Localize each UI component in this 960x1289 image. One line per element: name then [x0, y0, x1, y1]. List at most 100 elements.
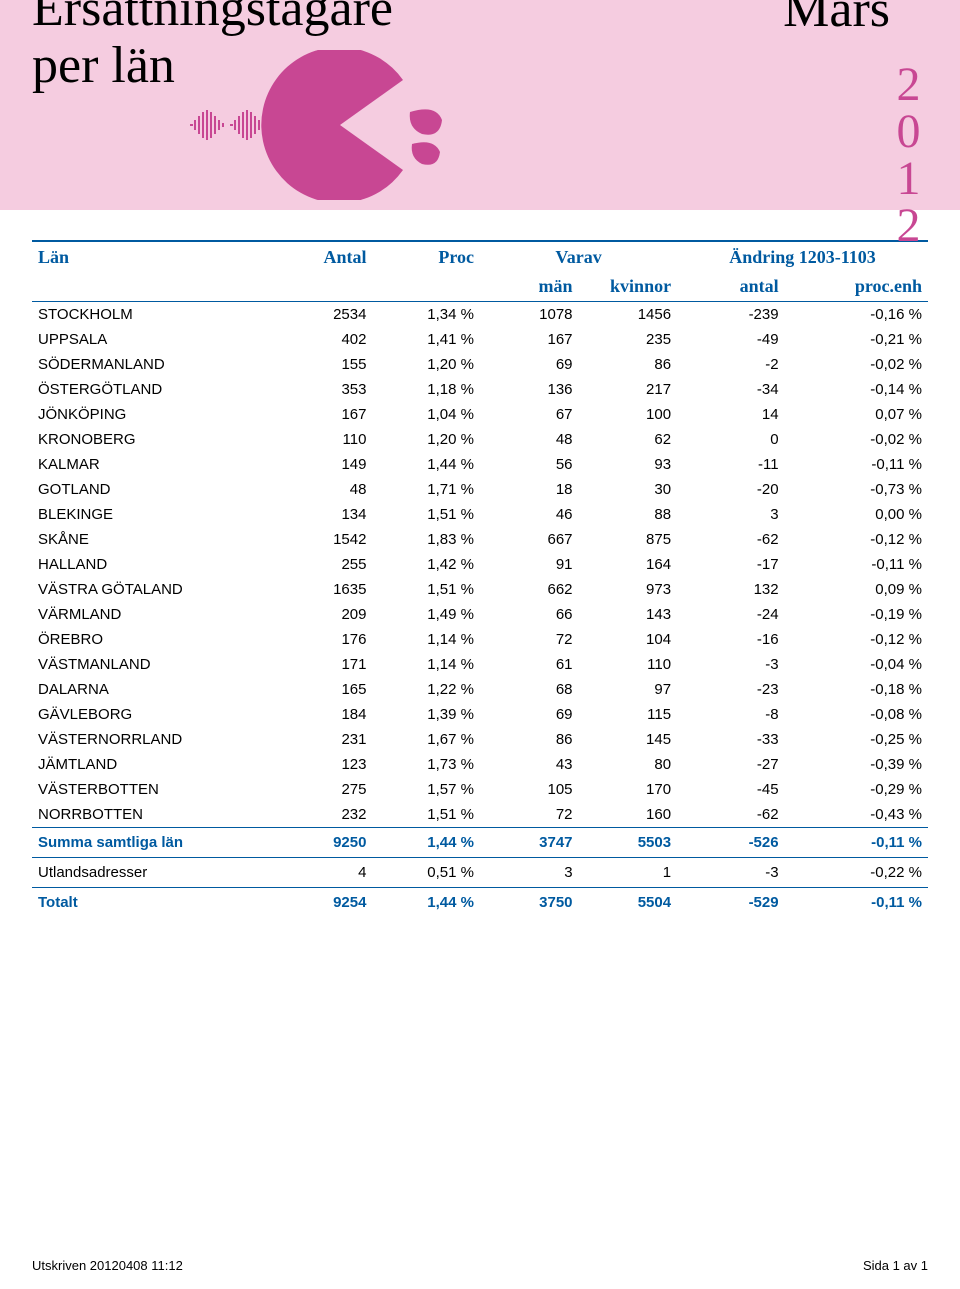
cell-proc: 1,14 %: [372, 627, 480, 652]
header-band: Ersättningstagare per län Mars 2012: [0, 0, 960, 210]
cell-procenh: -0,16 %: [785, 302, 928, 328]
cell-kvinnor: 104: [579, 627, 678, 652]
cell-aantal: -49: [677, 327, 785, 352]
th-varav: Varav: [480, 241, 677, 272]
cell-aantal: -62: [677, 527, 785, 552]
cell-antal: 149: [283, 452, 373, 477]
cell-procenh: -0,43 %: [785, 802, 928, 828]
title-line-2: per län: [32, 37, 175, 94]
cell-procenh: -0,18 %: [785, 677, 928, 702]
th-kvinnor: kvinnor: [579, 272, 678, 302]
cell-aantal: 3: [677, 502, 785, 527]
cell-aantal: -27: [677, 752, 785, 777]
cell-aantal: -3: [677, 652, 785, 677]
cell-procenh: -0,39 %: [785, 752, 928, 777]
cell-antal: 255: [283, 552, 373, 577]
page-number: Sida 1 av 1: [863, 1258, 928, 1273]
title-line-1: Ersättningstagare: [32, 0, 393, 37]
cell-antal: 1542: [283, 527, 373, 552]
table-row: NORRBOTTEN2321,51 %72160-62-0,43 %: [32, 802, 928, 828]
cell-man: 66: [480, 602, 579, 627]
pacman-graphic: [190, 50, 460, 203]
cell-kvinnor: 5504: [579, 888, 678, 916]
cell-man: 56: [480, 452, 579, 477]
cell-procenh: -0,22 %: [785, 858, 928, 888]
cell-antal: 165: [283, 677, 373, 702]
year-label: 2012: [881, 58, 936, 246]
cell-proc: 1,39 %: [372, 702, 480, 727]
data-table: Län Antal Proc Varav Ändring 1203-1103 m…: [32, 240, 928, 915]
table-row: VÄSTMANLAND1711,14 %61110-3-0,04 %: [32, 652, 928, 677]
printed-timestamp: Utskriven 20120408 11:12: [32, 1258, 183, 1273]
cell-lan: ÖSTERGÖTLAND: [32, 377, 283, 402]
cell-antal: 110: [283, 427, 373, 452]
cell-aantal: -34: [677, 377, 785, 402]
cell-antal: 155: [283, 352, 373, 377]
cell-kvinnor: 235: [579, 327, 678, 352]
cell-man: 662: [480, 577, 579, 602]
table-row: Summa samtliga län92501,44 %37475503-526…: [32, 828, 928, 858]
cell-procenh: -0,14 %: [785, 377, 928, 402]
cell-proc: 1,44 %: [372, 452, 480, 477]
cell-procenh: -0,29 %: [785, 777, 928, 802]
cell-lan: SKÅNE: [32, 527, 283, 552]
cell-man: 86: [480, 727, 579, 752]
cell-man: 167: [480, 327, 579, 352]
cell-lan: VÄSTERBOTTEN: [32, 777, 283, 802]
th-man: män: [480, 272, 579, 302]
cell-kvinnor: 110: [579, 652, 678, 677]
cell-kvinnor: 1456: [579, 302, 678, 328]
th-proc: Proc: [372, 241, 480, 272]
cell-procenh: 0,09 %: [785, 577, 928, 602]
cell-lan: KALMAR: [32, 452, 283, 477]
cell-proc: 1,51 %: [372, 577, 480, 602]
table-row: VÄSTERBOTTEN2751,57 %105170-45-0,29 %: [32, 777, 928, 802]
cell-man: 3: [480, 858, 579, 888]
table-row: JÖNKÖPING1671,04 %67100140,07 %: [32, 402, 928, 427]
th-antal: Antal: [283, 241, 373, 272]
cell-procenh: 0,07 %: [785, 402, 928, 427]
cell-antal: 184: [283, 702, 373, 727]
cell-lan: SÖDERMANLAND: [32, 352, 283, 377]
cell-kvinnor: 93: [579, 452, 678, 477]
cell-man: 105: [480, 777, 579, 802]
cell-aantal: -23: [677, 677, 785, 702]
cell-procenh: -0,04 %: [785, 652, 928, 677]
cell-aantal: -17: [677, 552, 785, 577]
cell-antal: 48: [283, 477, 373, 502]
table-row: Totalt92541,44 %37505504-529-0,11 %: [32, 888, 928, 916]
cell-antal: 275: [283, 777, 373, 802]
cell-procenh: -0,11 %: [785, 828, 928, 858]
cell-proc: 1,67 %: [372, 727, 480, 752]
cell-lan: UPPSALA: [32, 327, 283, 352]
cell-lan: ÖREBRO: [32, 627, 283, 652]
cell-aantal: -8: [677, 702, 785, 727]
cell-aantal: -2: [677, 352, 785, 377]
cell-lan: GOTLAND: [32, 477, 283, 502]
cell-kvinnor: 100: [579, 402, 678, 427]
cell-lan: Summa samtliga län: [32, 828, 283, 858]
cell-proc: 1,34 %: [372, 302, 480, 328]
cell-proc: 1,18 %: [372, 377, 480, 402]
cell-antal: 167: [283, 402, 373, 427]
cell-kvinnor: 145: [579, 727, 678, 752]
cell-antal: 9254: [283, 888, 373, 916]
cell-kvinnor: 170: [579, 777, 678, 802]
cell-man: 67: [480, 402, 579, 427]
cell-man: 1078: [480, 302, 579, 328]
cell-lan: VÄRMLAND: [32, 602, 283, 627]
th-aantal: antal: [677, 272, 785, 302]
cell-lan: HALLAND: [32, 552, 283, 577]
cell-kvinnor: 88: [579, 502, 678, 527]
cell-man: 72: [480, 802, 579, 828]
table-row: BLEKINGE1341,51 %468830,00 %: [32, 502, 928, 527]
cell-aantal: -3: [677, 858, 785, 888]
cell-proc: 1,51 %: [372, 502, 480, 527]
cell-man: 3747: [480, 828, 579, 858]
table-row: ÖREBRO1761,14 %72104-16-0,12 %: [32, 627, 928, 652]
cell-procenh: -0,21 %: [785, 327, 928, 352]
cell-aantal: -45: [677, 777, 785, 802]
cell-procenh: -0,08 %: [785, 702, 928, 727]
table-row: VÄSTRA GÖTALAND16351,51 %6629731320,09 %: [32, 577, 928, 602]
cell-lan: VÄSTERNORRLAND: [32, 727, 283, 752]
